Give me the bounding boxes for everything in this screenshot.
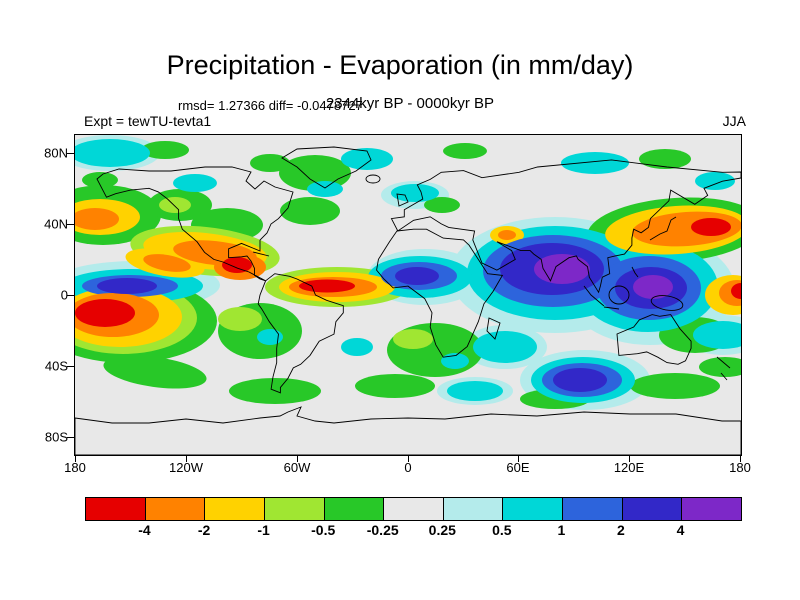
lon-tick <box>75 456 76 462</box>
colorbar-label: -0.25 <box>366 522 399 538</box>
figure-title: Precipitation - Evaporation (in mm/day) <box>166 50 634 80</box>
colorbar-segment <box>621 498 682 520</box>
colorbar-segment <box>562 498 622 520</box>
lat-label: 40N <box>44 216 68 232</box>
colorbar-label: 0.5 <box>492 522 512 538</box>
lat-tick <box>67 224 74 225</box>
colorbar-label: -0.5 <box>311 522 336 538</box>
lat-label: 80N <box>44 145 68 161</box>
colorbar-segment <box>383 498 443 520</box>
colorbar-segment <box>323 498 384 520</box>
lon-tick <box>297 456 298 462</box>
season-label: JJA <box>722 113 746 129</box>
lon-tick <box>186 456 187 462</box>
stats-period: 2344kyr BP - 0000kyr BP <box>325 95 495 112</box>
lon-label: 0 <box>404 460 412 475</box>
lon-label: 60E <box>506 460 530 475</box>
world-map-plot <box>74 134 742 456</box>
lat-tick <box>67 366 74 367</box>
colorbar-label: -1 <box>257 522 270 538</box>
lon-label: 120E <box>613 460 645 475</box>
lat-tick <box>67 153 74 154</box>
lat-tick <box>67 437 74 438</box>
lon-label: 120W <box>169 460 203 475</box>
lon-tick <box>629 456 630 462</box>
colorbar-label: -2 <box>197 522 211 538</box>
stats-rmsd-diff: rmsd= 1.27366 diff= -0.0478727 <box>178 98 363 113</box>
colorbar-segment <box>144 498 205 520</box>
colorbar-segment <box>204 498 264 520</box>
lat-label: 0 <box>60 287 68 303</box>
colorbar-segment <box>86 498 145 520</box>
colorbar-label: 4 <box>676 522 685 538</box>
lon-label: 180 <box>729 460 751 475</box>
colorbar-label: -4 <box>138 522 151 538</box>
colorbar <box>85 497 742 521</box>
lat-label: 80S <box>44 429 68 445</box>
lon-tick <box>740 456 741 462</box>
colorbar-label: 0.25 <box>428 522 456 538</box>
colorbar-segment <box>263 498 324 520</box>
colorbar-segment <box>681 498 742 520</box>
lon-label: 60W <box>283 460 311 475</box>
anomaly-contours-red <box>75 218 741 327</box>
experiment-label: Expt = tewTU-tevta1 <box>84 113 212 129</box>
coastline-outlines <box>75 146 741 455</box>
colorbar-segment <box>502 498 563 520</box>
lon-tick <box>408 456 409 462</box>
colorbar-label: 2 <box>616 522 625 538</box>
colorbar-label: 1 <box>557 522 566 538</box>
lon-label: 180 <box>64 460 86 475</box>
lat-label: 40S <box>44 358 68 374</box>
lon-tick <box>518 456 519 462</box>
lat-tick <box>67 295 74 296</box>
colorbar-segment <box>442 498 503 520</box>
